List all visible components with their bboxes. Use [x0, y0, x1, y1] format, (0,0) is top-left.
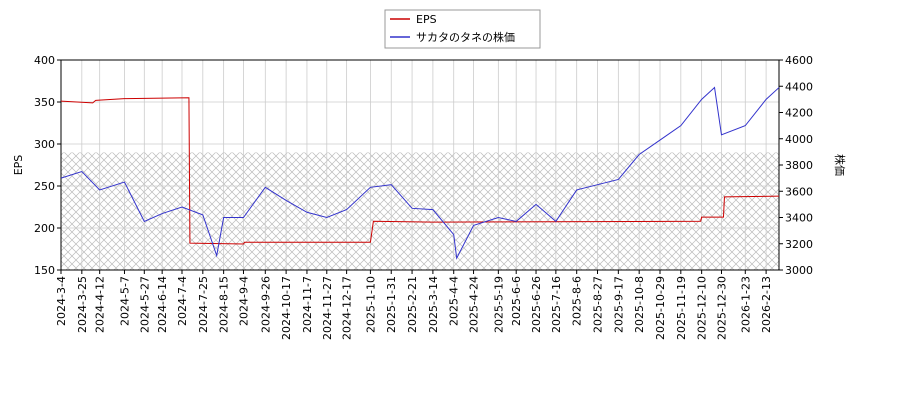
x-tick-label: 2025-10-29: [654, 276, 667, 340]
x-tick-label: 2024-11-27: [321, 276, 334, 340]
x-tick-label: 2024-5-27: [138, 276, 151, 333]
x-tick-label: 2025-1-10: [364, 276, 377, 333]
y-axis-label: EPS: [12, 155, 25, 176]
x-tick-label: 2025-8-6: [571, 276, 584, 326]
x-tick-label: 2025-8-27: [592, 276, 605, 333]
y-tick-label: 250: [34, 180, 55, 193]
y2-tick-label: 3000: [785, 264, 813, 277]
x-tick-label: 2025-12-30: [715, 276, 728, 340]
series-line: [60, 86, 780, 260]
x-tick-label: 2025-12-10: [696, 276, 709, 340]
y2-tick-label: 4200: [785, 107, 813, 120]
x-tick-label: 2025-9-17: [612, 276, 625, 333]
x-tick-label: 2025-3-14: [427, 276, 440, 333]
x-tick-label: 2024-7-25: [197, 276, 210, 333]
x-tick-label: 2024-8-15: [218, 276, 231, 333]
y2-axis-label: 株価: [833, 154, 847, 176]
y2-tick-label: 3600: [785, 185, 813, 198]
series-line: [60, 97, 780, 245]
y2-tick-label: 4400: [785, 80, 813, 93]
x-tick-label: 2024-9-4: [237, 276, 250, 326]
x-tick-label: 2025-4-4: [448, 276, 461, 326]
x-tick-label: 2025-6-26: [530, 276, 543, 333]
y-tick-label: 400: [34, 54, 55, 67]
legend-label: EPS: [416, 13, 437, 26]
x-tick-label: 2025-1-31: [385, 276, 398, 333]
x-tick-label: 2025-10-8: [633, 276, 646, 333]
x-tick-label: 2024-12-17: [341, 276, 354, 340]
x-tick-label: 2024-7-4: [176, 276, 189, 326]
x-tick-label: 2026-1-23: [739, 276, 752, 333]
x-tick-label: 2024-6-14: [156, 276, 169, 333]
y-tick-label: 200: [34, 222, 55, 235]
x-tick-label: 2024-3-4: [55, 276, 68, 326]
x-tick-label: 2024-9-26: [259, 276, 272, 333]
x-tick-label: 2025-4-24: [468, 276, 481, 333]
y2-tick-label: 4000: [785, 133, 813, 146]
y2-tick-label: 3200: [785, 238, 813, 251]
y2-tick-label: 4600: [785, 54, 813, 67]
x-tick-label: 2024-10-17: [280, 276, 293, 340]
x-tick-label: 2025-7-16: [550, 276, 563, 333]
x-tick-label: 2024-3-25: [76, 276, 89, 333]
x-tick-label: 2026-2-13: [760, 276, 773, 333]
y-tick-label: 300: [34, 138, 55, 151]
x-tick-label: 2024-5-7: [118, 276, 131, 326]
x-tick-label: 2025-2-21: [406, 276, 419, 333]
x-tick-label: 2025-5-19: [492, 276, 505, 333]
y2-tick-label: 3800: [785, 159, 813, 172]
x-tick-label: 2025-11-19: [675, 276, 688, 340]
x-tick-label: 2024-4-12: [94, 276, 107, 333]
legend-box: [384, 9, 541, 49]
x-tick-label: 2024-11-7: [301, 276, 314, 333]
y-tick-label: 150: [34, 264, 55, 277]
legend-label: サカタのタネの株価: [416, 30, 515, 44]
plot-frame: [60, 59, 780, 271]
hatch-band: [61, 152, 779, 270]
x-tick-label: 2025-6-6: [510, 276, 523, 326]
y2-tick-label: 3400: [785, 212, 813, 225]
y-tick-label: 350: [34, 96, 55, 109]
